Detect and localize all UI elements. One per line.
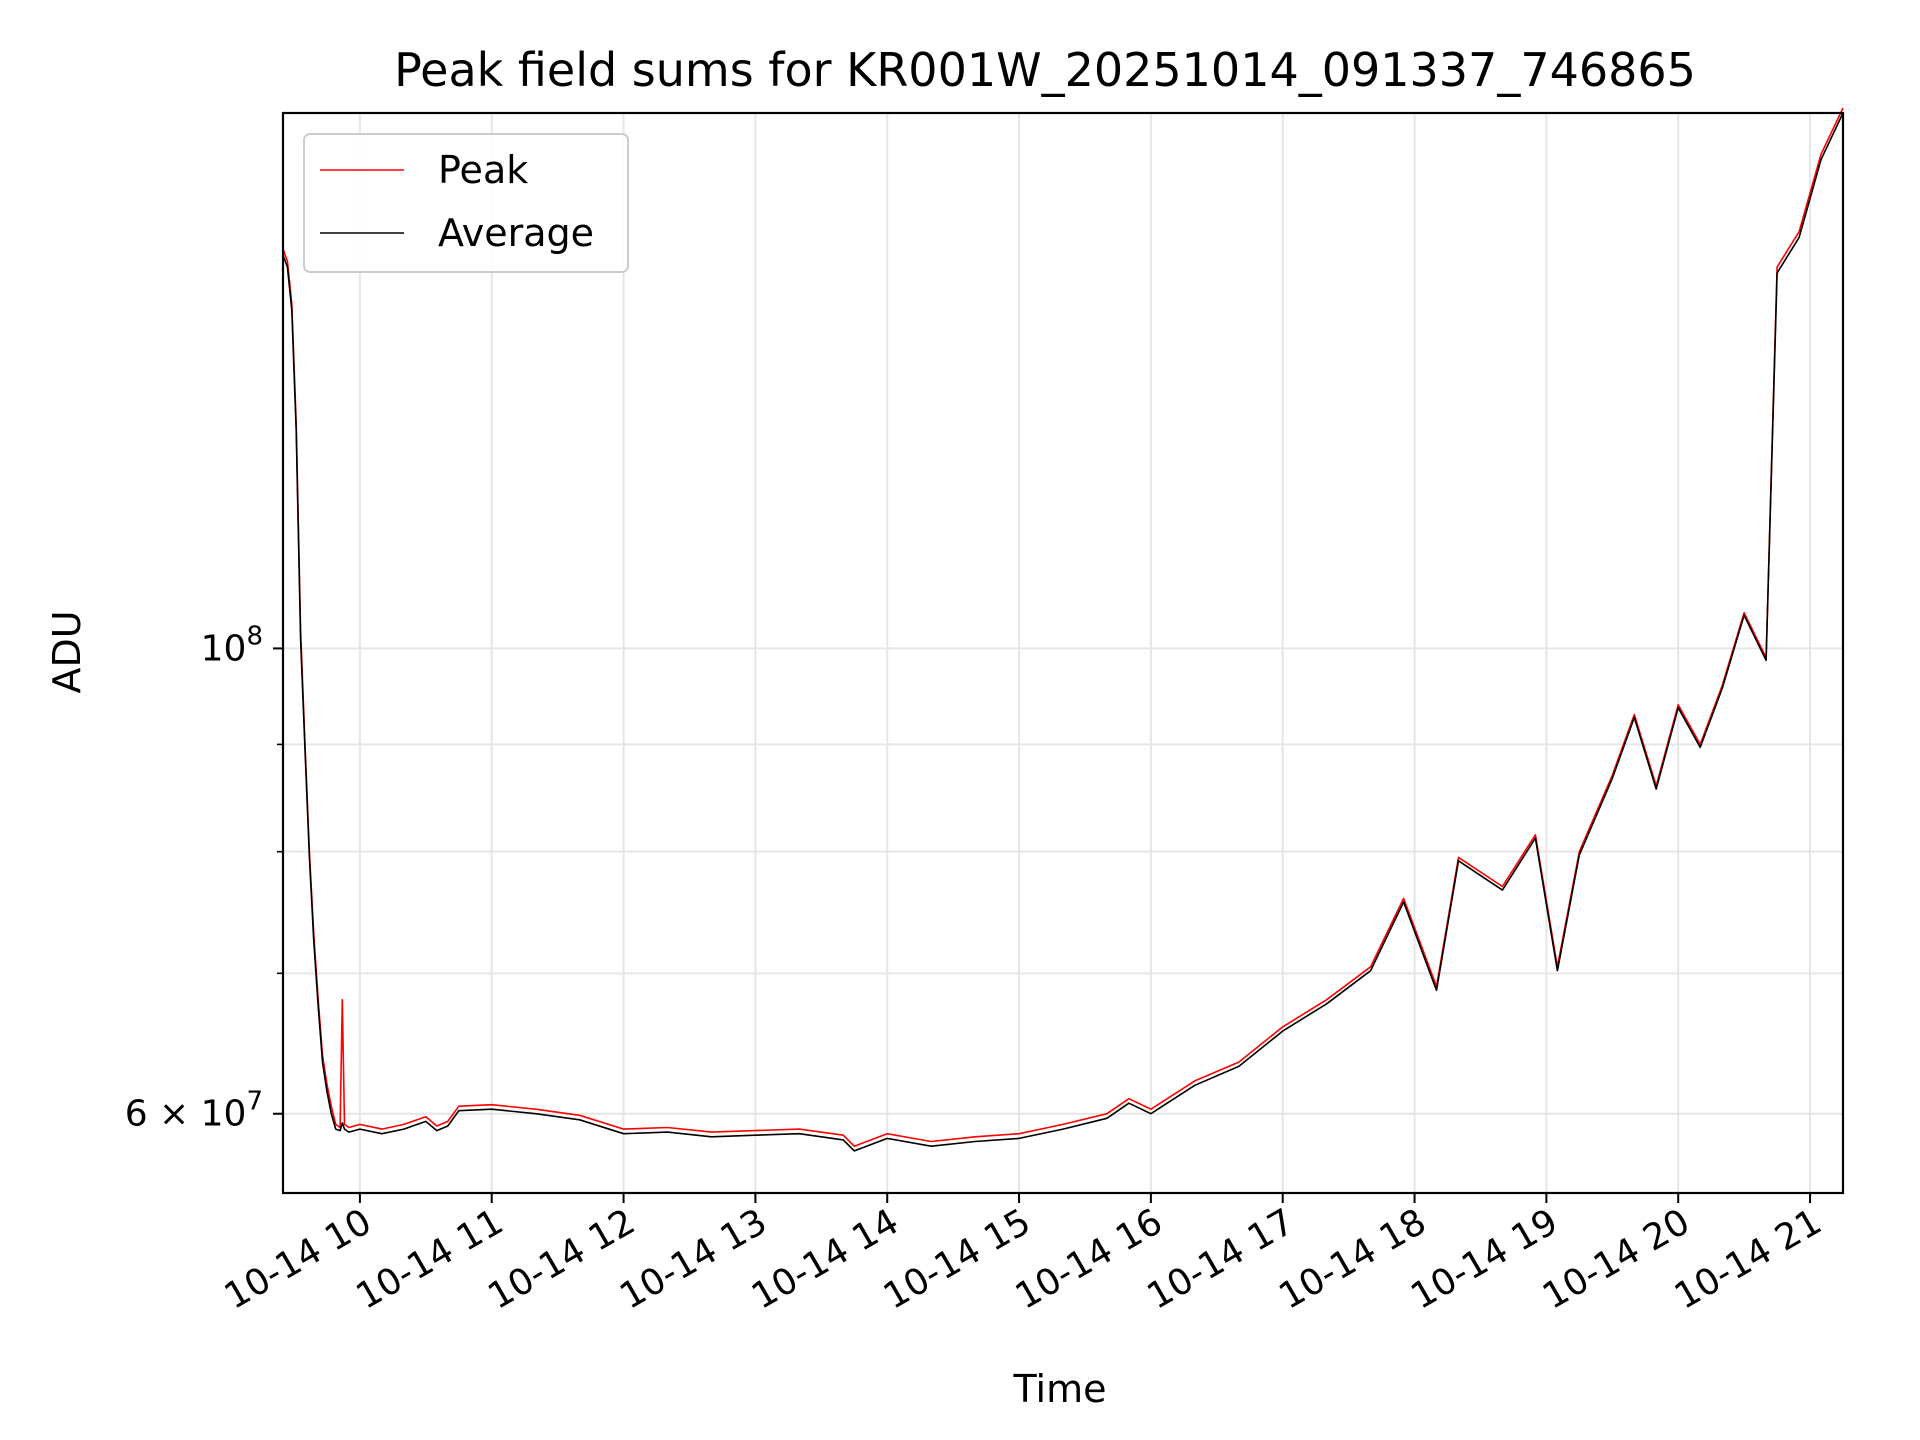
y-axis: 6 × 107 108 [125, 621, 283, 1135]
y-tick-label: 108 [201, 621, 263, 669]
y-tick-label-exponent: 7 [246, 1087, 263, 1117]
grid [283, 113, 1843, 1193]
series-line-average [282, 112, 1844, 1152]
y-axis-label: ADU [45, 610, 89, 693]
y-tick-label-exponent: 8 [246, 621, 263, 651]
y-tick-label-base: 6 × 10 [125, 1094, 247, 1135]
y-tick-label: 6 × 107 [125, 1087, 263, 1135]
series-line-peak [282, 107, 1844, 1147]
plot-frame [281, 111, 1845, 1195]
chart-title: Peak field sums for KR001W_20251014_0913… [394, 43, 1696, 97]
legend-label-peak: Peak [438, 148, 528, 192]
series-layer [282, 107, 1844, 1152]
x-axis-label: Time [1013, 1367, 1107, 1411]
legend-box [303, 133, 629, 273]
legend: Peak Average [303, 133, 629, 273]
y-tick-label-base: 10 [201, 628, 247, 669]
legend-label-average: Average [438, 211, 594, 255]
